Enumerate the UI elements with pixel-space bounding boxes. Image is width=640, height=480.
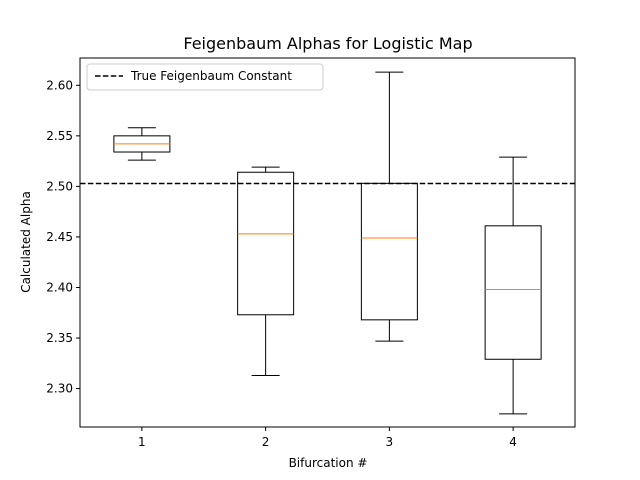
plot-area [79, 57, 576, 428]
legend-frame [86, 63, 324, 91]
y-axis-label: Calculated Alpha [19, 191, 33, 293]
x-axis-label: Bifurcation # [289, 456, 368, 470]
y-tick-label: 2.60 [46, 78, 73, 92]
legend-entry-label: True Feigenbaum Constant [130, 69, 292, 83]
box-4 [484, 156, 542, 415]
box-1 [113, 127, 171, 161]
chart-title: Feigenbaum Alphas for Logistic Map [183, 34, 472, 53]
x-tick-label: 1 [138, 435, 146, 449]
x-tick-label: 3 [386, 435, 394, 449]
x-tick-label: 4 [509, 435, 517, 449]
y-tick-label: 2.50 [46, 179, 73, 193]
x-tick-label: 2 [262, 435, 270, 449]
y-tick-label: 2.35 [46, 331, 73, 345]
box-2 [237, 166, 295, 376]
axes-frame [79, 57, 576, 428]
box-body [237, 171, 295, 316]
x-axis: 1 2 3 4 [138, 427, 517, 449]
legend: True Feigenbaum Constant [86, 63, 324, 91]
y-tick-label: 2.40 [46, 280, 73, 294]
y-tick-label: 2.55 [46, 129, 73, 143]
box-body [484, 225, 542, 360]
y-tick-label: 2.45 [46, 230, 73, 244]
y-axis: 2.30 2.35 2.40 2.45 2.50 2.55 2.60 [46, 78, 80, 396]
boxes-layer [113, 71, 542, 415]
y-tick-label: 2.30 [46, 382, 73, 396]
